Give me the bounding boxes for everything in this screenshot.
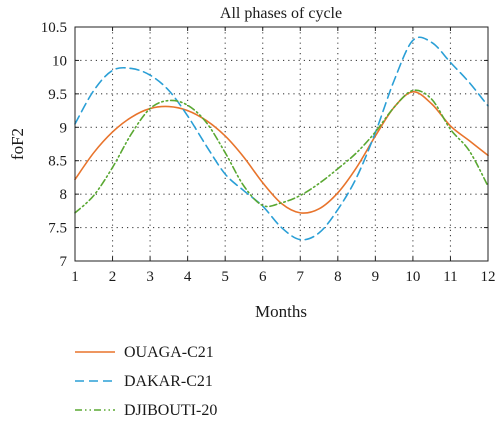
x-tick-label: 3: [146, 269, 154, 285]
x-tick-label: 5: [221, 269, 229, 285]
legend-label: DAKAR-C21: [124, 373, 213, 390]
y-axis-label: foF2: [8, 128, 27, 160]
x-tick-label: 9: [372, 269, 380, 285]
y-tick-label: 8: [60, 187, 68, 203]
x-tick-label: 4: [184, 269, 192, 285]
y-tick-label: 9: [60, 120, 68, 136]
x-tick-label: 11: [443, 269, 457, 285]
x-tick-label: 6: [259, 269, 267, 285]
x-axis-label: Months: [255, 302, 307, 321]
series-line-djibouti-20: [74, 89, 489, 214]
x-tick-label: 2: [109, 269, 117, 285]
x-tick-labels: 1 2 3 4 5 6 7 8 9 10 11 12: [71, 269, 495, 285]
chart-title: All phases of cycle: [220, 5, 342, 22]
y-tick-label: 8.5: [48, 154, 67, 170]
y-tick-label: 10: [52, 53, 67, 69]
legend-label: DJIBOUTI-20: [124, 402, 217, 419]
plot-frame: [74, 26, 489, 262]
x-tick-label: 1: [71, 269, 79, 285]
y-tick-labels: 7 7.5 8 8.5 9 9.5 10 10.5: [41, 20, 68, 270]
x-tick-label: 12: [481, 269, 496, 285]
legend-label: OUAGA-C21: [124, 344, 214, 361]
y-tick-label: 7.5: [48, 221, 67, 237]
grid-lines: [75, 27, 488, 261]
axis-ticks: [74, 26, 489, 262]
legend: OUAGA-C21 DAKAR-C21 DJIBOUTI-20: [75, 344, 217, 419]
y-tick-label: 9.5: [48, 87, 67, 103]
x-tick-label: 10: [405, 269, 420, 285]
y-tick-label: 7: [60, 254, 68, 270]
series-lines: [74, 36, 489, 241]
series-line-ouaga-c21: [74, 91, 489, 214]
series-line-dakar-c21: [74, 36, 489, 241]
x-tick-label: 7: [297, 269, 305, 285]
x-tick-label: 8: [334, 269, 342, 285]
y-tick-label: 10.5: [41, 20, 67, 36]
